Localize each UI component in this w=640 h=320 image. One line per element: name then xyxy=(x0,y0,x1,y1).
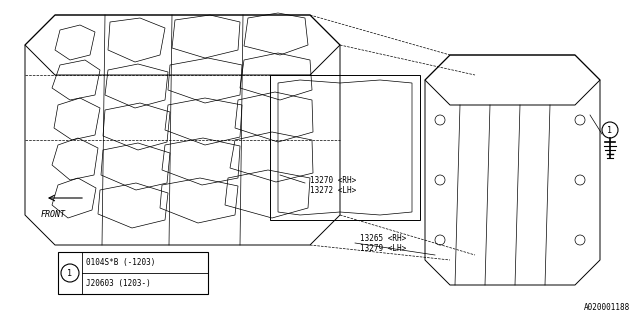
Text: 13265 <RH>: 13265 <RH> xyxy=(360,234,406,243)
Text: 0104S*B (-1203): 0104S*B (-1203) xyxy=(86,258,156,267)
Text: FRONT: FRONT xyxy=(40,210,65,219)
Text: 1: 1 xyxy=(67,268,72,277)
Text: 13272 <LH>: 13272 <LH> xyxy=(310,186,356,195)
Text: 13279 <LH>: 13279 <LH> xyxy=(360,244,406,252)
Text: 13270 <RH>: 13270 <RH> xyxy=(310,175,356,185)
Text: J20603 (1203-): J20603 (1203-) xyxy=(86,279,151,288)
Text: A020001188: A020001188 xyxy=(584,303,630,312)
Bar xyxy=(58,252,208,294)
Text: 1: 1 xyxy=(607,125,612,134)
